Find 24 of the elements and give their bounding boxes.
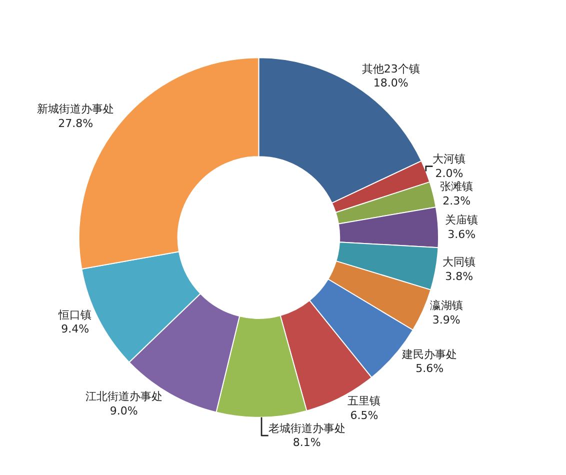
data-label: 2.3% (442, 194, 471, 208)
data-label: 3.6% (448, 228, 476, 241)
slice-label: 建民办事处 (401, 348, 458, 361)
data-label: 6.5% (350, 408, 378, 422)
data-label: 3.9% (432, 313, 460, 326)
slice-label: 恒口镇 (58, 308, 92, 322)
slice-label: 关庙镇 (445, 214, 478, 227)
data-label: 27.8% (58, 117, 94, 130)
data-label: 9.4% (61, 322, 90, 336)
slice-label: 江北街道办事处 (85, 390, 162, 404)
data-label: 18.0% (373, 76, 408, 90)
data-label: 2.0% (435, 166, 464, 180)
slice-label: 瀛湖镇 (430, 299, 463, 312)
slice-label: 其他23个镇 (362, 62, 420, 76)
slice-label: 大同镇 (442, 256, 476, 269)
data-label: 9.0% (110, 404, 138, 418)
data-label: 3.8% (445, 270, 474, 284)
slice-label: 大河镇 (432, 152, 466, 166)
slice-label: 张滩镇 (440, 180, 474, 193)
data-label: 8.1% (292, 436, 321, 450)
slice-label: 新城街道办事处 (37, 102, 114, 116)
slice-label: 五里镇 (348, 394, 381, 408)
slice-label: 老城街道办事处 (268, 422, 346, 435)
data-label: 5.6% (416, 362, 444, 376)
